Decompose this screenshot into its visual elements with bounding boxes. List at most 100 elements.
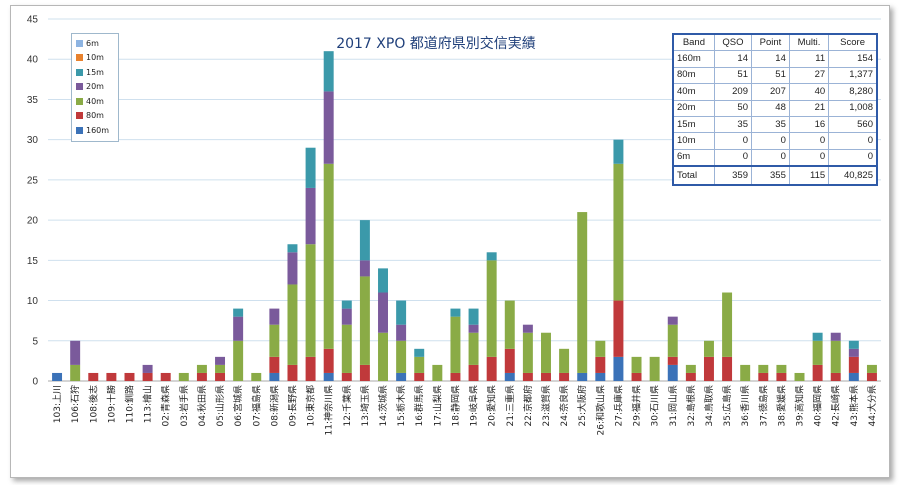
legend-label: 20m	[86, 82, 104, 92]
score-table-cell: 10m	[672, 132, 715, 150]
legend-swatch	[76, 39, 83, 47]
score-table-row: 40m 209 207 40 8,280	[672, 83, 878, 101]
score-table-header-cell: QSO	[713, 33, 753, 52]
bar-20m-19	[396, 324, 407, 341]
bar-160m-44	[848, 372, 859, 381]
bar-80m-24	[486, 356, 497, 381]
legend-item-160m: 160m	[76, 123, 118, 138]
legend-swatch	[76, 83, 83, 91]
x-tick-label: 03:岩手県	[178, 385, 190, 427]
bar-15m-13	[287, 244, 298, 253]
x-tick-label: 40:福岡県	[812, 385, 824, 427]
bar-80m-42	[812, 364, 823, 381]
x-tick-label: 21:三重県	[504, 385, 516, 427]
x-tick-label: 26:和歌山県	[594, 385, 606, 436]
bar-160m-19	[396, 372, 407, 381]
bar-15m-17	[359, 220, 370, 261]
score-table-cell: 154	[828, 50, 878, 68]
bar-80m-22	[450, 372, 461, 381]
score-table-cell: 1,377	[828, 66, 878, 85]
bar-80m-35	[685, 372, 696, 381]
bar-40m-29	[577, 212, 588, 373]
x-tick-label: 17:山梨県	[431, 385, 443, 427]
score-table-header-cell: Point	[751, 33, 790, 52]
bar-40m-22	[450, 316, 461, 373]
x-tick-label: 11:神奈川県	[323, 385, 335, 436]
bar-40m-16	[341, 324, 352, 373]
bar-15m-42	[812, 332, 823, 341]
score-table-row: 80m 51 51 27 1,377	[672, 66, 878, 85]
score-table-cell: 207	[751, 83, 790, 101]
score-table-cell: 50	[713, 99, 753, 117]
score-table-row: 15m 35 35 16 560	[672, 115, 878, 134]
bar-80m-23	[468, 364, 479, 381]
x-tick-label: 32:島根県	[685, 385, 697, 427]
bar-20m-9	[215, 356, 226, 365]
bar-80m-26	[522, 372, 533, 381]
bar-20m-5	[142, 364, 153, 373]
legend-item-40m: 40m	[76, 94, 118, 109]
bar-15m-22	[450, 308, 461, 317]
bar-40m-17	[359, 276, 370, 365]
score-table-cell: 0	[788, 132, 830, 150]
score-table-cell: 0	[788, 148, 830, 167]
bar-160m-34	[667, 364, 678, 381]
score-table-cell: 1,008	[828, 99, 878, 117]
bar-80m-8	[196, 372, 207, 381]
bar-20m-34	[667, 316, 678, 325]
x-tick-label: 09:長野県	[287, 385, 298, 427]
score-table-cell: 14	[713, 50, 753, 68]
bar-40m-1	[70, 364, 81, 381]
bar-15m-19	[396, 300, 407, 325]
bar-40m-33	[649, 356, 660, 381]
score-table-cell: Total	[672, 165, 715, 186]
bar-15m-31	[613, 139, 624, 164]
bar-80m-25	[504, 348, 515, 373]
x-tick-label: 44:大分県	[866, 385, 878, 427]
score-table-cell: 0	[713, 132, 753, 150]
score-table-cell: 0	[751, 132, 790, 150]
bar-80m-17	[359, 364, 370, 381]
bar-20m-17	[359, 260, 370, 277]
chart-frame: 0 5 10 15 20 25 30 35 40 45 103:上川 106:石狩 108:後志 109:…	[10, 5, 890, 478]
bar-40m-10	[233, 340, 244, 381]
legend-label: 160m	[86, 125, 110, 135]
x-tick-label: 113:檜山	[142, 385, 154, 423]
bar-80m-12	[269, 356, 280, 373]
bar-40m-12	[269, 324, 280, 357]
x-tick-label: 10:東京都	[305, 385, 317, 427]
bar-40m-23	[468, 332, 479, 365]
x-tick-label: 18:静岡県	[449, 385, 461, 427]
bar-40m-31	[613, 163, 624, 301]
bar-80m-37	[722, 356, 733, 381]
bar-160m-31	[613, 356, 624, 381]
bar-80m-32	[631, 372, 642, 381]
y-tick-label: 30	[27, 135, 39, 146]
bar-20m-44	[848, 348, 859, 357]
y-tick-label: 20	[27, 216, 39, 227]
bar-40m-39	[758, 364, 769, 373]
bar-80m-2	[88, 372, 99, 381]
bar-15m-20	[414, 348, 425, 357]
bar-160m-29	[577, 372, 588, 381]
bar-40m-45	[866, 364, 877, 373]
legend-item-15m: 15m	[76, 65, 118, 80]
bar-40m-28	[559, 348, 570, 373]
x-tick-label: 106:石狩	[69, 385, 81, 423]
bar-80m-13	[287, 364, 298, 381]
x-tick-label: 06:宮城県	[232, 385, 244, 427]
score-table-header-cell: Score	[828, 33, 878, 52]
bar-15m-24	[486, 252, 497, 261]
score-table-row: 160m 14 14 11 154	[672, 50, 878, 68]
bar-40m-42	[812, 340, 823, 365]
score-table-cell: 48	[751, 99, 790, 117]
x-tick-label: 109:十勝	[105, 385, 117, 423]
bar-40m-27	[541, 332, 551, 373]
score-table-row: 6m 0 0 0 0	[672, 148, 878, 167]
y-tick-label: 0	[32, 377, 38, 388]
y-tick-label: 40	[27, 55, 39, 66]
bar-80m-9	[215, 372, 226, 381]
score-table-cell: 0	[828, 148, 878, 167]
bar-40m-36	[703, 340, 714, 357]
